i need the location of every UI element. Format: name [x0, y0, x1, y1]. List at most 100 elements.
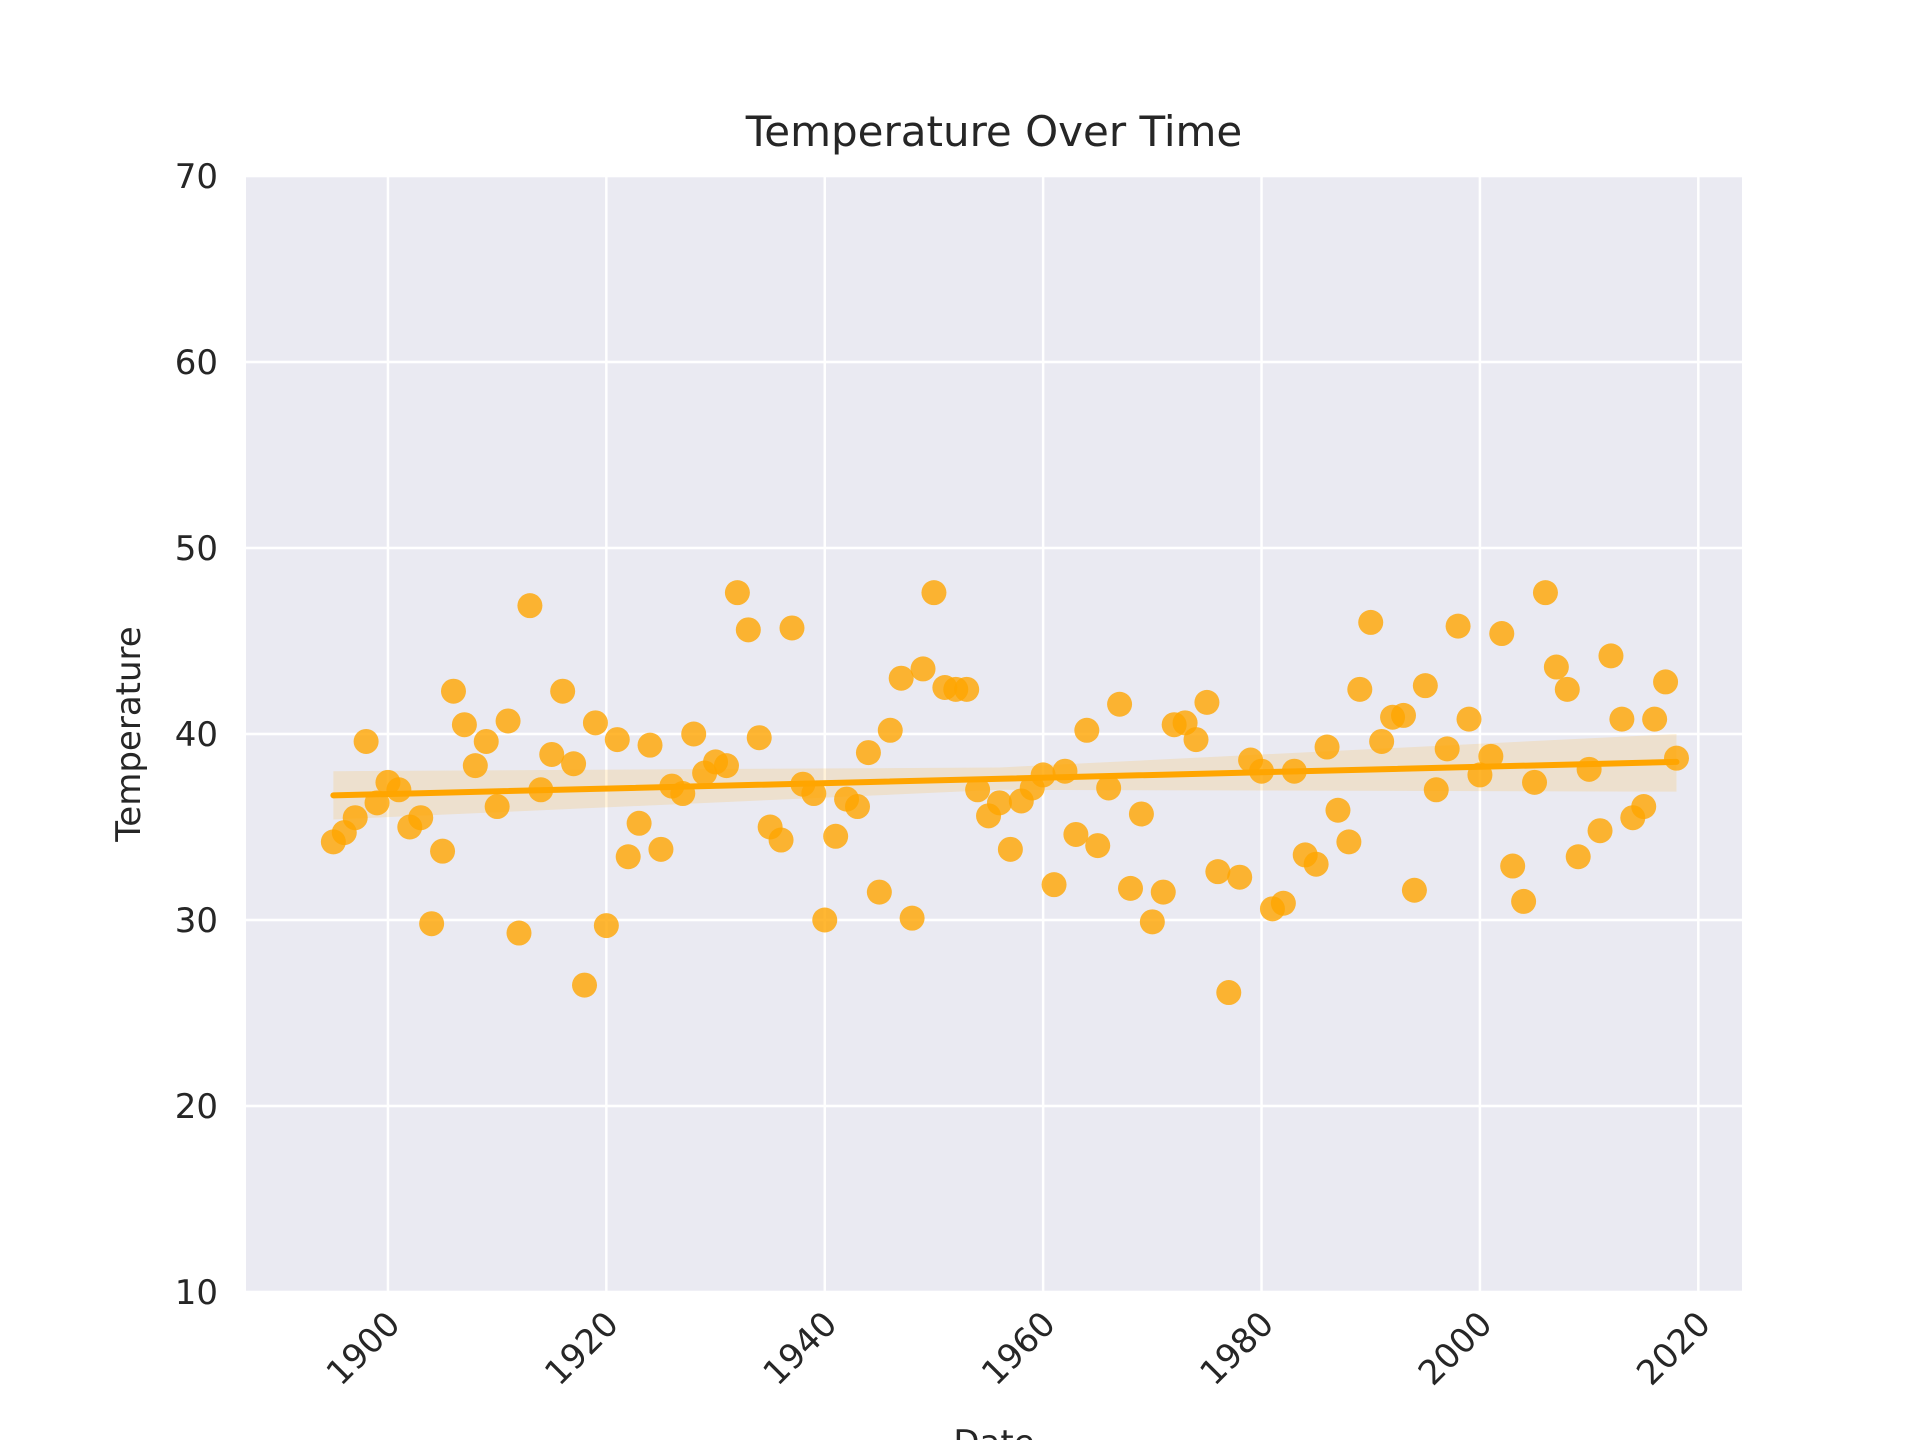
data-point	[1194, 689, 1220, 715]
data-point	[1107, 691, 1133, 717]
data-point	[1314, 734, 1340, 760]
data-point	[1216, 980, 1242, 1006]
data-point	[550, 678, 576, 704]
data-point	[1609, 706, 1635, 732]
data-point	[724, 580, 750, 606]
data-point	[1532, 580, 1558, 606]
data-point	[713, 753, 739, 779]
data-point	[539, 741, 565, 767]
grid-layer	[246, 174, 1742, 1294]
data-point	[1543, 654, 1569, 680]
data-point	[495, 708, 521, 734]
data-point	[681, 721, 707, 747]
data-point	[997, 836, 1023, 862]
data-point	[430, 838, 456, 864]
data-point	[1074, 717, 1100, 743]
data-point	[1205, 859, 1231, 885]
data-point	[1423, 777, 1449, 803]
data-point	[561, 751, 587, 777]
data-point	[604, 727, 630, 753]
data-point	[1150, 879, 1176, 905]
data-point	[1128, 801, 1154, 827]
data-point	[484, 794, 510, 820]
data-point	[1401, 877, 1427, 903]
data-point	[1653, 669, 1679, 695]
data-point	[408, 805, 434, 831]
data-point	[1598, 643, 1624, 669]
data-point	[899, 905, 925, 931]
data-point	[582, 710, 608, 736]
y-tick-label: 60	[175, 343, 218, 383]
regression-line	[330, 758, 1680, 799]
data-point	[1554, 676, 1580, 702]
data-point	[593, 913, 619, 939]
data-point	[473, 728, 499, 754]
data-point	[1358, 609, 1384, 635]
data-point	[1522, 769, 1548, 795]
data-point	[1270, 890, 1296, 916]
y-axis-label: Temperature	[109, 626, 149, 842]
y-tick-label: 10	[175, 1273, 218, 1313]
data-point	[888, 665, 914, 691]
regression-line-layer	[330, 758, 1680, 799]
data-point	[954, 676, 980, 702]
data-point	[626, 810, 652, 836]
data-point	[779, 615, 805, 641]
data-point	[1489, 621, 1515, 647]
data-point	[1412, 673, 1438, 699]
data-point	[1227, 864, 1253, 890]
data-point	[1390, 702, 1416, 728]
data-point	[855, 740, 881, 766]
y-tick-label: 40	[175, 715, 218, 755]
data-point	[921, 580, 947, 606]
data-point	[910, 656, 936, 682]
data-point	[1369, 728, 1395, 754]
data-point	[648, 836, 674, 862]
y-tick-label: 50	[175, 529, 218, 569]
chart-title: Temperature Over Time	[745, 107, 1243, 156]
data-point	[1139, 909, 1165, 935]
data-point	[1183, 727, 1209, 753]
data-point	[1478, 743, 1504, 769]
data-point	[877, 717, 903, 743]
data-point	[572, 972, 598, 998]
data-point	[986, 790, 1012, 816]
data-point	[451, 712, 477, 738]
data-point	[1500, 853, 1526, 879]
data-point	[1096, 775, 1122, 801]
data-point	[1303, 851, 1329, 877]
data-point	[1642, 706, 1668, 732]
data-point	[419, 911, 445, 937]
data-point	[1434, 736, 1460, 762]
data-point	[1456, 706, 1482, 732]
x-axis-label: Date	[953, 1423, 1034, 1440]
data-point	[1085, 833, 1111, 859]
data-point	[1117, 875, 1143, 901]
data-points	[320, 580, 1689, 1006]
data-point	[1576, 756, 1602, 782]
data-point	[801, 781, 827, 807]
data-point	[866, 879, 892, 905]
data-point	[1565, 844, 1591, 870]
data-point	[462, 753, 488, 779]
data-point	[965, 777, 991, 803]
data-point	[1041, 872, 1067, 898]
data-point	[440, 678, 466, 704]
data-point	[823, 823, 849, 849]
data-point	[812, 907, 838, 933]
data-point	[615, 844, 641, 870]
data-point	[746, 725, 772, 751]
y-tick-label: 70	[175, 157, 218, 197]
data-point	[1631, 794, 1657, 820]
data-point	[735, 617, 761, 643]
data-point	[1325, 797, 1351, 823]
data-point	[1063, 821, 1089, 847]
data-point	[768, 827, 794, 853]
data-point	[517, 593, 543, 619]
data-point	[637, 732, 663, 758]
data-point	[1336, 829, 1362, 855]
y-tick-label: 20	[175, 1087, 218, 1127]
data-point	[1445, 613, 1471, 639]
data-point	[1347, 676, 1373, 702]
